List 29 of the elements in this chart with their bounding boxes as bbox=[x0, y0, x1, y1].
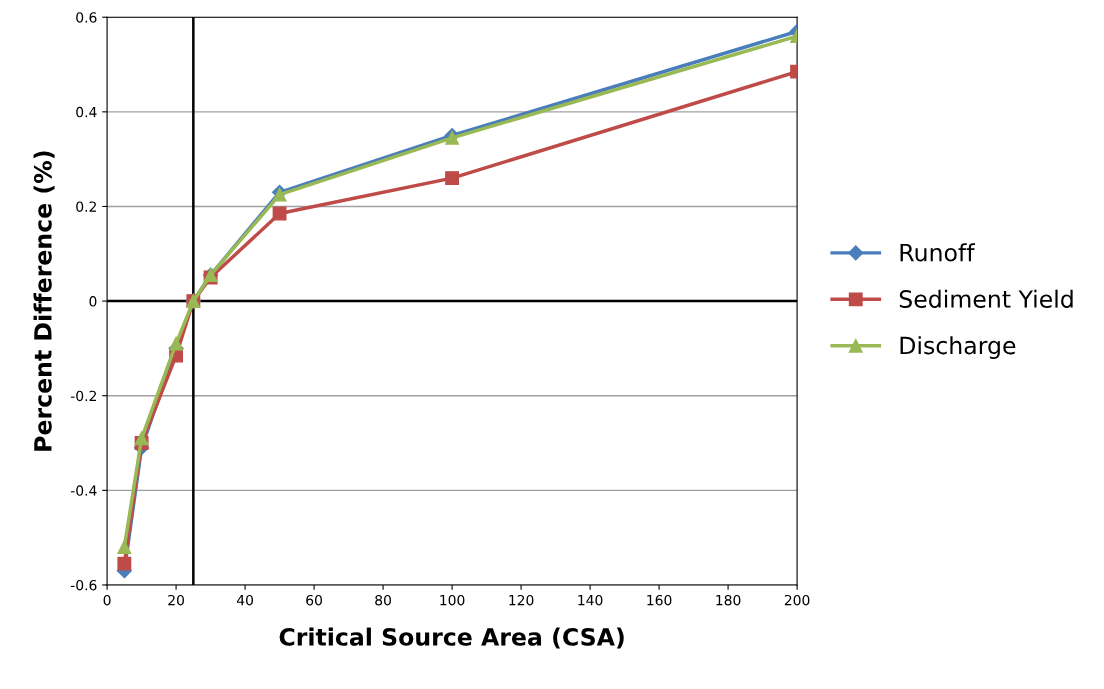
y-tick-label: 0.2 bbox=[76, 201, 96, 212]
y-axis-title: Percent Difference (%) bbox=[33, 151, 55, 451]
point bbox=[272, 206, 287, 221]
x-tick-label: 80 bbox=[375, 594, 391, 606]
x-tick-label: 20 bbox=[168, 594, 184, 606]
y-tick-label: -0.6 bbox=[70, 579, 97, 591]
y-tick-label: 0 bbox=[89, 296, 97, 307]
x-axis-title: Critical Source Area (CSA) bbox=[279, 627, 624, 649]
x-tick-label: 60 bbox=[306, 594, 322, 606]
x-tick-label: 140 bbox=[578, 594, 603, 606]
x-tick-label: 120 bbox=[509, 594, 534, 606]
x-tick-label: 40 bbox=[236, 594, 253, 606]
legend-label: Discharge bbox=[900, 336, 1016, 359]
x-tick-label: 160 bbox=[647, 594, 672, 606]
point bbox=[169, 336, 184, 351]
y-tick-label: -0.4 bbox=[70, 485, 97, 496]
point bbox=[117, 556, 132, 571]
point bbox=[117, 540, 132, 555]
point bbox=[445, 171, 460, 186]
legend-label: Sediment Yield bbox=[899, 289, 1073, 308]
x-tick-label: 100 bbox=[440, 594, 465, 606]
x-tick-label: 0 bbox=[103, 594, 111, 606]
y-tick-label: 0.6 bbox=[76, 12, 97, 23]
x-tick-label: 200 bbox=[784, 594, 810, 606]
y-tick-label: 0.4 bbox=[76, 106, 97, 118]
point bbox=[134, 431, 149, 446]
x-tick-label: 180 bbox=[716, 594, 741, 606]
y-tick-label: -0.2 bbox=[70, 390, 96, 402]
legend-label: Runoff bbox=[900, 243, 976, 262]
